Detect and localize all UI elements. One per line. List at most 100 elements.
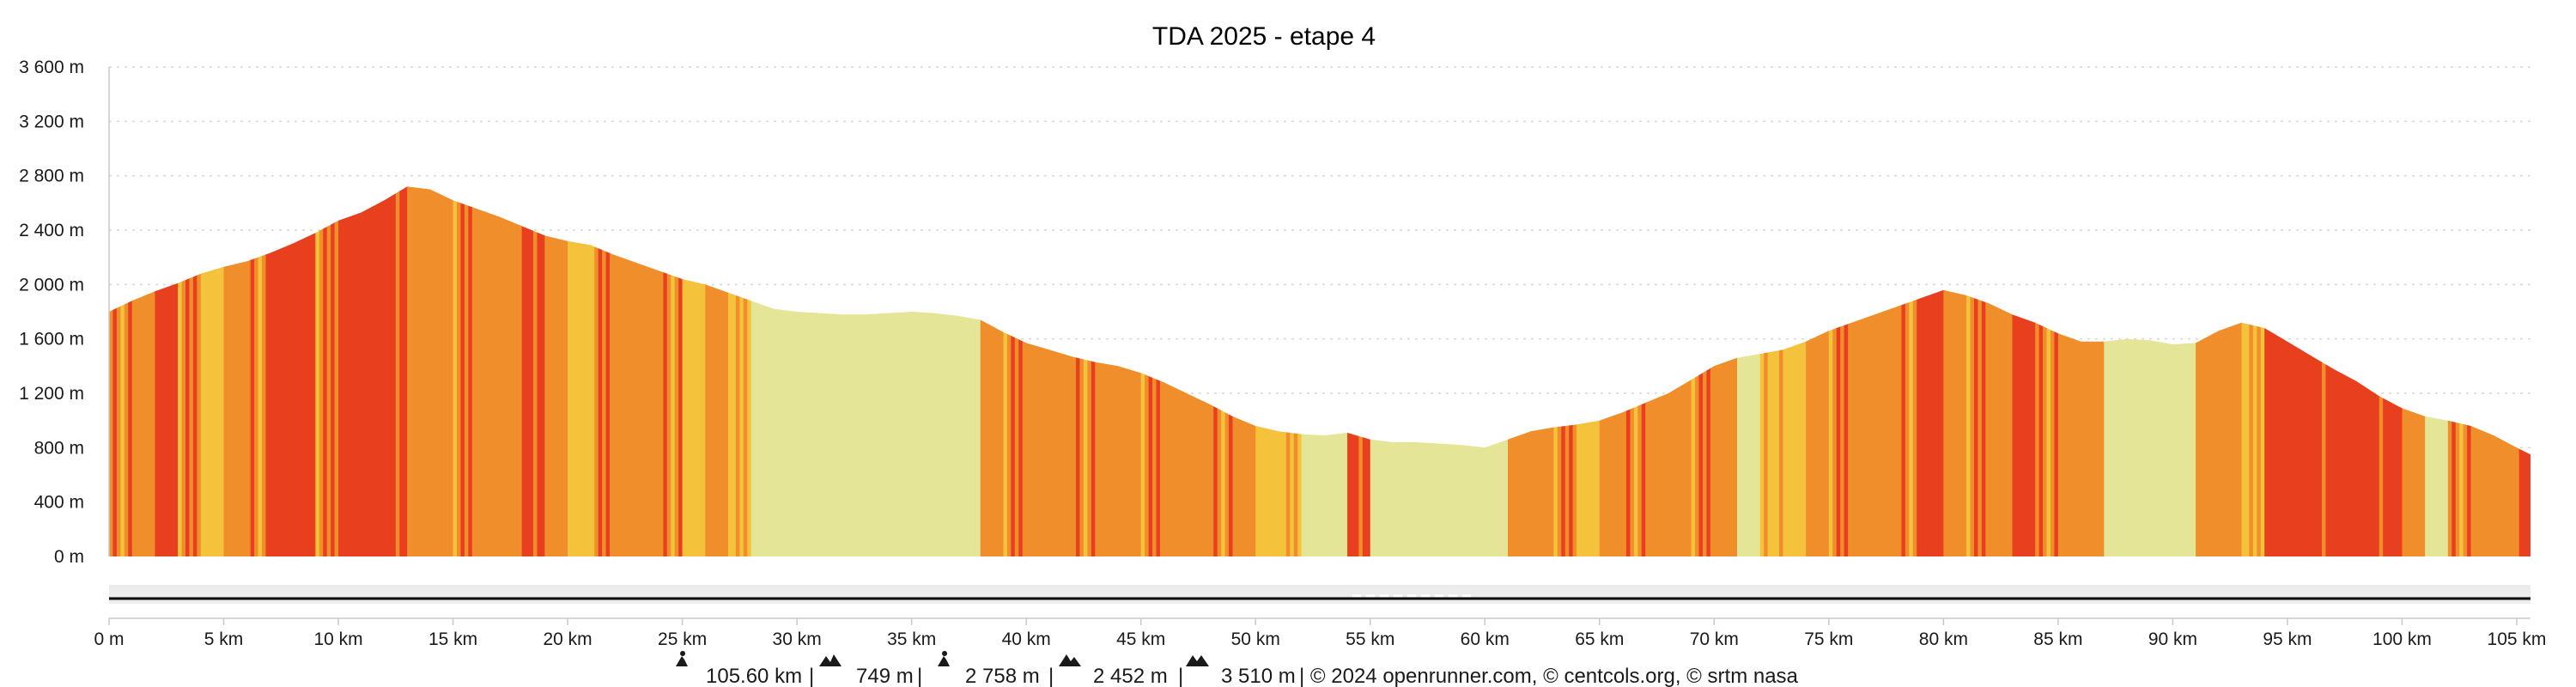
slope-segment xyxy=(548,186,553,556)
slope-segment xyxy=(563,186,568,556)
slope-segment xyxy=(189,186,194,556)
slope-segment xyxy=(1591,186,1596,556)
slope-segment xyxy=(1072,186,1077,556)
slope-segment xyxy=(1542,186,1547,556)
slope-segment xyxy=(2180,186,2185,556)
slope-segment xyxy=(624,186,629,556)
slope-segment xyxy=(1053,186,1058,556)
separator: | xyxy=(1178,665,1183,687)
slope-segment xyxy=(1312,186,1318,556)
y-tick-label: 3 600 m xyxy=(19,58,84,77)
slope-segment xyxy=(1530,186,1535,556)
slope-segment xyxy=(2287,186,2292,556)
slope-segment xyxy=(987,186,993,556)
slope-segment xyxy=(1675,186,1680,556)
slope-segment xyxy=(1446,186,1451,556)
x-tick-label: 30 km xyxy=(773,629,822,649)
slope-segment xyxy=(1783,186,1788,556)
slope-segment xyxy=(556,186,561,556)
x-tick-label: 5 km xyxy=(204,629,244,649)
slope-segment xyxy=(1771,186,1777,556)
slope-segment xyxy=(2081,186,2086,556)
slope-segment xyxy=(1488,186,1493,556)
slope-segment xyxy=(1297,186,1303,556)
slope-segment xyxy=(1477,186,1482,556)
slope-segment xyxy=(1121,186,1127,556)
slope-segment xyxy=(2226,186,2231,556)
slope-segment xyxy=(1454,186,1459,556)
slope-segment xyxy=(136,186,141,556)
slope-segment xyxy=(2149,186,2154,556)
slope-segment xyxy=(2199,186,2204,556)
slope-segment xyxy=(2077,186,2082,556)
slope-segment xyxy=(1825,186,1830,556)
slope-segment xyxy=(2043,186,2048,556)
slope-segment xyxy=(1064,186,1069,556)
slope-segment xyxy=(621,186,626,556)
slope-segment xyxy=(2215,186,2220,556)
slope-segment xyxy=(594,186,599,556)
slope-segment xyxy=(131,186,137,556)
slope-segment xyxy=(399,186,404,556)
slope-segment xyxy=(1179,186,1184,556)
slope-segment xyxy=(143,186,149,556)
slope-segment xyxy=(636,186,641,556)
slope-segment xyxy=(1561,186,1566,556)
slope-segment xyxy=(1909,186,1914,556)
range-navigator[interactable] xyxy=(109,585,2530,604)
slope-segment xyxy=(674,186,679,556)
slope-segment xyxy=(602,186,607,556)
slope-segment xyxy=(1366,186,1371,556)
slope-segment xyxy=(2436,186,2441,556)
slope-segment xyxy=(785,186,790,556)
slope-segment xyxy=(2356,186,2361,556)
slope-segment xyxy=(2008,186,2014,556)
slope-segment xyxy=(2012,186,2017,556)
slope-segment xyxy=(1156,186,1161,556)
slope-segment xyxy=(1190,186,1195,556)
slope-segment xyxy=(560,186,565,556)
slope-segment xyxy=(1374,186,1379,556)
slope-segment xyxy=(2291,186,2296,556)
slope-segment xyxy=(1148,186,1153,556)
slope-segment xyxy=(1201,186,1206,556)
slope-segment xyxy=(1622,186,1627,556)
slope-segment xyxy=(571,186,576,556)
x-tick-label: 70 km xyxy=(1690,629,1739,649)
slope-segment xyxy=(155,186,160,556)
slope-segment xyxy=(839,186,844,556)
slope-segment xyxy=(735,186,740,556)
slope-segment xyxy=(1656,186,1662,556)
x-tick-label: 90 km xyxy=(2148,629,2197,649)
slope-segment xyxy=(392,186,397,556)
slope-segment xyxy=(659,186,664,556)
slope-segment xyxy=(1611,186,1616,556)
slope-segment xyxy=(1175,186,1180,556)
y-tick-label: 1 200 m xyxy=(19,384,84,404)
slope-segment xyxy=(2459,186,2464,556)
slope-segment xyxy=(537,186,542,556)
slope-segment xyxy=(769,186,775,556)
slope-segment xyxy=(1717,186,1722,556)
slope-segment xyxy=(1878,186,1883,556)
slope-segment xyxy=(1285,186,1291,556)
slope-segment xyxy=(2203,186,2208,556)
slope-segment xyxy=(380,186,386,556)
route-stats-footer: 105.60 km | 749 m | 2 758 m | 2 452 m | … xyxy=(676,651,1799,687)
slope-segment xyxy=(1240,186,1245,556)
navigator-track[interactable] xyxy=(109,585,2530,604)
slope-segment xyxy=(2275,186,2281,556)
slope-segment xyxy=(866,186,871,556)
slope-segment xyxy=(1890,186,1895,556)
slope-segment xyxy=(900,186,905,556)
slope-segment xyxy=(999,186,1005,556)
slope-segment xyxy=(1496,186,1501,556)
slope-segment xyxy=(544,186,550,556)
slope-segment xyxy=(1966,186,1971,556)
slope-segment xyxy=(1435,186,1440,556)
slope-segment xyxy=(1259,186,1264,556)
slope-segment xyxy=(426,186,431,556)
slope-segment xyxy=(464,186,469,556)
slope-segment xyxy=(1928,186,1933,556)
